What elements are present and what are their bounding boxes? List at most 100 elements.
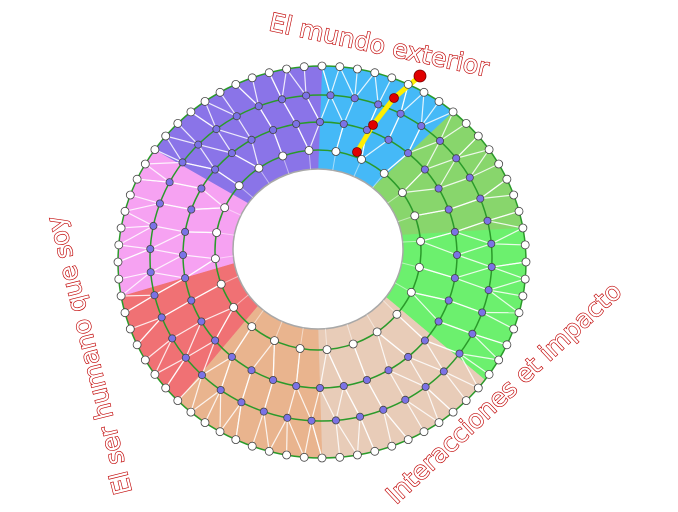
outer-node (113, 257, 123, 267)
inner-node (315, 383, 324, 392)
mesh-edge (165, 135, 199, 146)
inner-node (157, 313, 166, 322)
mesh-edge (154, 277, 186, 296)
inner-node (401, 395, 410, 404)
mesh-edge (339, 66, 356, 99)
outer-node (270, 336, 279, 346)
inner-node (483, 216, 492, 225)
inner-node (211, 165, 220, 174)
mesh-edge (236, 115, 253, 141)
mesh-edge (214, 307, 235, 341)
mesh-edge (130, 194, 161, 205)
mesh-edge (376, 331, 390, 371)
mesh-edge (263, 379, 274, 412)
mesh-edge (420, 101, 440, 127)
inner-node (277, 95, 286, 104)
mesh-edge (150, 248, 184, 256)
outer-node (282, 450, 292, 460)
mesh-edge (281, 68, 288, 100)
mesh-edge (250, 139, 260, 169)
mesh-edge (400, 91, 425, 115)
outer-node (264, 446, 274, 456)
mesh-edge (197, 144, 216, 170)
inner-node (269, 375, 278, 384)
mesh-edge (377, 77, 393, 105)
outer-node (494, 159, 504, 169)
mesh-edge (190, 111, 217, 130)
mesh-edge (411, 291, 449, 302)
mesh-edge (359, 416, 376, 452)
mesh-edge (272, 340, 276, 380)
mesh-edge (421, 111, 454, 127)
inner-node (292, 381, 301, 390)
inner-node (146, 268, 155, 277)
mesh-edge (424, 340, 445, 372)
mesh-edge (145, 161, 183, 165)
mesh-edge (201, 306, 234, 323)
mesh-edge (204, 100, 237, 117)
outer-node (200, 97, 210, 106)
mesh-edge (488, 278, 526, 291)
mesh-edge (171, 320, 202, 339)
inner-node (420, 336, 429, 345)
mesh-edge (402, 187, 439, 194)
inner-node (439, 367, 448, 376)
mesh-edge (268, 72, 283, 100)
mesh-edge (303, 420, 313, 458)
mesh-edge (424, 140, 441, 170)
outer-node (419, 87, 429, 97)
mesh-edge (335, 123, 345, 152)
mesh-edge (258, 105, 274, 131)
inner-node (237, 398, 246, 407)
mesh-edge (448, 299, 483, 314)
mesh-edge (201, 356, 233, 376)
mesh-edge (295, 348, 301, 387)
inner-node (269, 126, 278, 135)
inner-node (339, 120, 348, 129)
outer-node (304, 145, 314, 155)
mesh-edge (144, 337, 173, 361)
inner-node (232, 112, 241, 121)
inner-node (487, 262, 496, 271)
mesh-edge (326, 349, 345, 387)
inner-node (374, 100, 383, 109)
mesh-edge (387, 369, 406, 401)
inner-node (455, 349, 464, 358)
outer-node (397, 188, 407, 198)
mesh-edge (231, 152, 260, 169)
outer-node (216, 279, 226, 289)
inner-node (404, 352, 413, 361)
outer-node (473, 383, 483, 393)
mesh-edge (361, 139, 389, 160)
inner-node (211, 336, 220, 345)
mesh-edge (424, 157, 457, 171)
ring-3 (149, 94, 493, 422)
inner-node (396, 109, 405, 118)
outer-node (231, 435, 241, 445)
mesh-edge (439, 111, 454, 142)
mesh-edge (454, 231, 492, 245)
mesh-edge (150, 254, 184, 273)
mesh-edge (136, 316, 163, 346)
outer-node (212, 228, 222, 238)
outer-node (186, 107, 196, 117)
mesh-edge (182, 254, 216, 260)
mesh-edge (231, 326, 253, 358)
mesh-edge (159, 202, 192, 211)
mesh-edge (184, 258, 216, 279)
outer-node (392, 309, 402, 319)
inner-node (197, 317, 206, 326)
mesh-edge (396, 313, 426, 341)
mesh-edge (407, 140, 441, 154)
outer-node (414, 262, 424, 272)
inner-node (404, 149, 413, 158)
mesh-edge (295, 385, 313, 421)
inner-node (355, 412, 364, 421)
mesh-edge (137, 178, 170, 183)
mesh-edge (443, 371, 467, 401)
mesh-edge (117, 248, 151, 263)
inner-node (165, 178, 174, 187)
outer-node (114, 240, 124, 250)
mesh-edge (220, 356, 233, 391)
